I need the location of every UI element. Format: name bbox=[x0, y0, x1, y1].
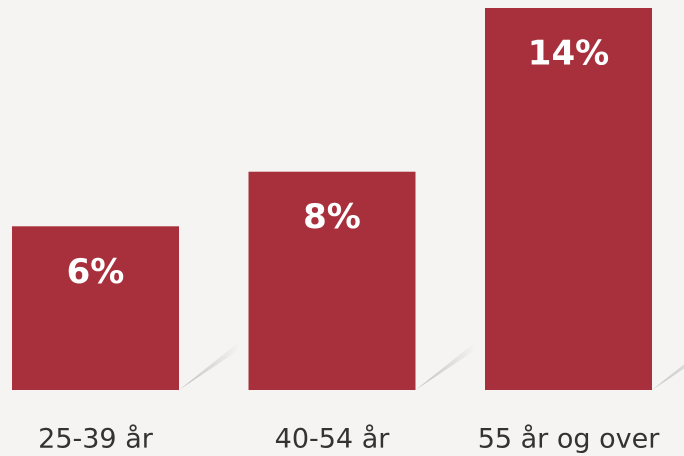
data-label: 6% bbox=[67, 252, 125, 292]
bar-shadow bbox=[652, 364, 684, 390]
bar bbox=[12, 226, 179, 390]
data-label: 8% bbox=[303, 197, 361, 237]
bar-shadow bbox=[415, 342, 476, 390]
data-label: 14% bbox=[528, 34, 609, 74]
x-tick-label: 25-39 år bbox=[38, 424, 154, 455]
x-tick-label: 55 år og over bbox=[478, 424, 661, 455]
bar bbox=[485, 8, 652, 390]
x-tick-label: 40-54 år bbox=[275, 424, 391, 455]
bar bbox=[248, 171, 416, 390]
bar-shadow bbox=[179, 342, 239, 390]
